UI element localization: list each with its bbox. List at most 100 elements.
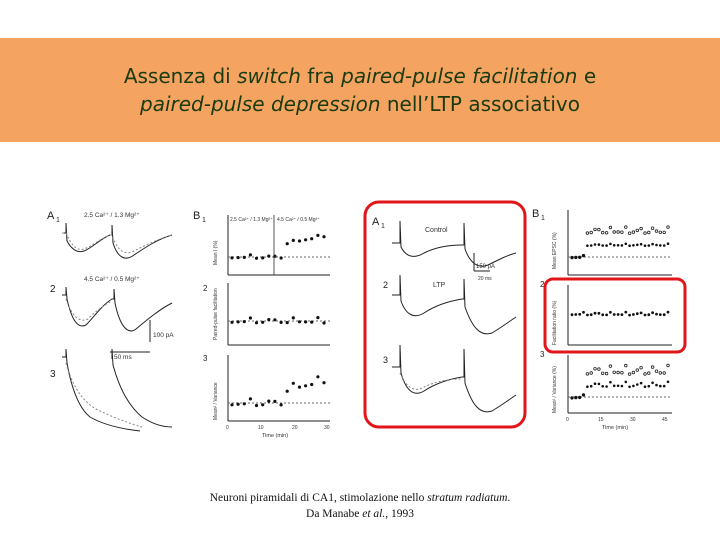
plot-marker xyxy=(279,403,283,407)
plot-marker xyxy=(322,235,326,239)
plot-marker xyxy=(578,396,581,399)
plot-marker xyxy=(616,313,620,316)
plot-marker xyxy=(248,316,252,320)
middle-highlight-box xyxy=(363,200,527,429)
right-plots: B 1 Mean EPSC (%) 2 Facilitation ratio (… xyxy=(532,208,672,431)
left-trace-label-1: 2.5 Ca²⁺ / 1.3 Mg²⁺ xyxy=(84,212,140,219)
left-scale-time: 50 ms xyxy=(114,354,132,361)
plot-marker xyxy=(593,367,597,371)
plot-marker xyxy=(310,382,314,387)
left-trace-1-dashed xyxy=(62,232,173,254)
plot-marker xyxy=(643,372,647,376)
plot-marker xyxy=(586,385,589,388)
plot-marker xyxy=(632,244,635,247)
left-trace-2-dashed xyxy=(65,298,113,321)
plot-marker xyxy=(639,242,643,246)
middle-traces: A 1 Control 150 pA 20 ms 2 LTP 3 xyxy=(372,216,517,413)
plot-marker xyxy=(248,253,252,257)
right-dots-3b xyxy=(570,380,670,400)
plot-marker xyxy=(624,380,628,384)
middle-trace-2 xyxy=(392,274,517,335)
right-dots-3a xyxy=(570,363,670,400)
plot-marker xyxy=(643,313,647,317)
middle-row-3-number: 3 xyxy=(383,355,388,365)
left-b-dots-3 xyxy=(230,375,326,408)
plot-marker xyxy=(589,244,593,247)
plot-marker xyxy=(658,230,662,234)
plot-marker xyxy=(261,256,265,260)
plot-marker xyxy=(297,239,302,243)
right-xtick-2: 30 xyxy=(630,417,636,423)
plot-marker xyxy=(291,238,295,242)
plot-marker xyxy=(297,320,302,324)
plot-marker xyxy=(658,371,662,375)
plot-marker xyxy=(304,384,308,388)
right-dots-1a xyxy=(570,225,670,260)
plot-marker xyxy=(639,381,643,385)
plot-marker xyxy=(612,370,616,374)
plot-marker xyxy=(605,244,608,247)
plot-marker xyxy=(230,403,234,407)
text-run: . xyxy=(507,492,511,504)
plot-marker xyxy=(589,230,593,235)
left-trace-2 xyxy=(62,286,173,332)
right-highlight-box xyxy=(543,277,687,354)
plot-marker xyxy=(593,382,597,385)
right-b1-label: B xyxy=(532,208,539,220)
plot-marker xyxy=(601,244,604,247)
plot-marker xyxy=(316,233,320,237)
plot-marker xyxy=(635,228,639,233)
left-row-2-number: 2 xyxy=(50,284,56,295)
plot-marker xyxy=(639,226,643,231)
plot-marker xyxy=(589,313,593,317)
plot-marker xyxy=(574,256,578,259)
plot-marker xyxy=(267,254,271,258)
left-trace-3 xyxy=(62,348,173,432)
plot-marker xyxy=(279,320,283,324)
plot-marker xyxy=(655,243,658,247)
plot-marker xyxy=(597,367,601,371)
plot-marker xyxy=(242,255,246,259)
plot-marker xyxy=(578,312,582,316)
plot-marker xyxy=(647,313,651,317)
title-line-2: paired-pulse depression nell’LTP associa… xyxy=(140,90,580,118)
text-run: Assenza di xyxy=(123,64,238,88)
plot-marker xyxy=(631,230,636,234)
text-run: e xyxy=(577,64,597,88)
text-run: paired-pulse facilitation xyxy=(341,64,578,88)
plot-marker xyxy=(316,375,320,379)
plot-marker xyxy=(612,313,616,316)
plot-marker xyxy=(620,230,624,234)
plot-marker xyxy=(585,372,590,376)
caption: Neuroni piramidali di CA1, stimolazione … xyxy=(0,490,720,522)
left-a-traces: A 1 2.5 Ca²⁺ / 1.3 Mg²⁺ 2 4.5 Ca²⁺ / 0.5… xyxy=(47,210,174,432)
plot-marker xyxy=(316,316,320,320)
plot-marker xyxy=(635,312,639,316)
plot-marker xyxy=(261,320,265,324)
plot-marker xyxy=(620,313,624,316)
middle-a1-sub: 1 xyxy=(381,223,385,230)
left-b-xtick-3: 30 xyxy=(324,425,330,431)
figure: A 1 2.5 Ca²⁺ / 1.3 Mg²⁺ 2 4.5 Ca²⁺ / 0.5… xyxy=(0,195,720,495)
plot-marker xyxy=(612,244,616,247)
plot-marker xyxy=(639,311,643,315)
plot-marker xyxy=(650,226,655,230)
plot-marker xyxy=(273,399,277,403)
plot-marker xyxy=(254,256,259,260)
plot-marker xyxy=(242,402,246,406)
plot-marker xyxy=(651,381,654,385)
plot-marker xyxy=(304,320,308,324)
text-run: paired-pulse depression xyxy=(140,92,381,116)
plot-marker xyxy=(570,396,574,400)
right-ylabel-1: Mean EPSC (%) xyxy=(552,232,558,269)
plot-marker xyxy=(593,243,597,246)
plot-marker xyxy=(666,363,670,368)
right-ylabel-3: Mean² / Variance (%) xyxy=(552,366,558,413)
plot-marker xyxy=(236,256,240,260)
left-b-row-2: 2 xyxy=(203,284,208,293)
right-xtick-3: 45 xyxy=(662,417,668,423)
plot-marker xyxy=(254,321,259,325)
plot-marker xyxy=(593,311,597,315)
middle-a1-label: A xyxy=(372,216,380,228)
plot-marker xyxy=(636,243,639,247)
